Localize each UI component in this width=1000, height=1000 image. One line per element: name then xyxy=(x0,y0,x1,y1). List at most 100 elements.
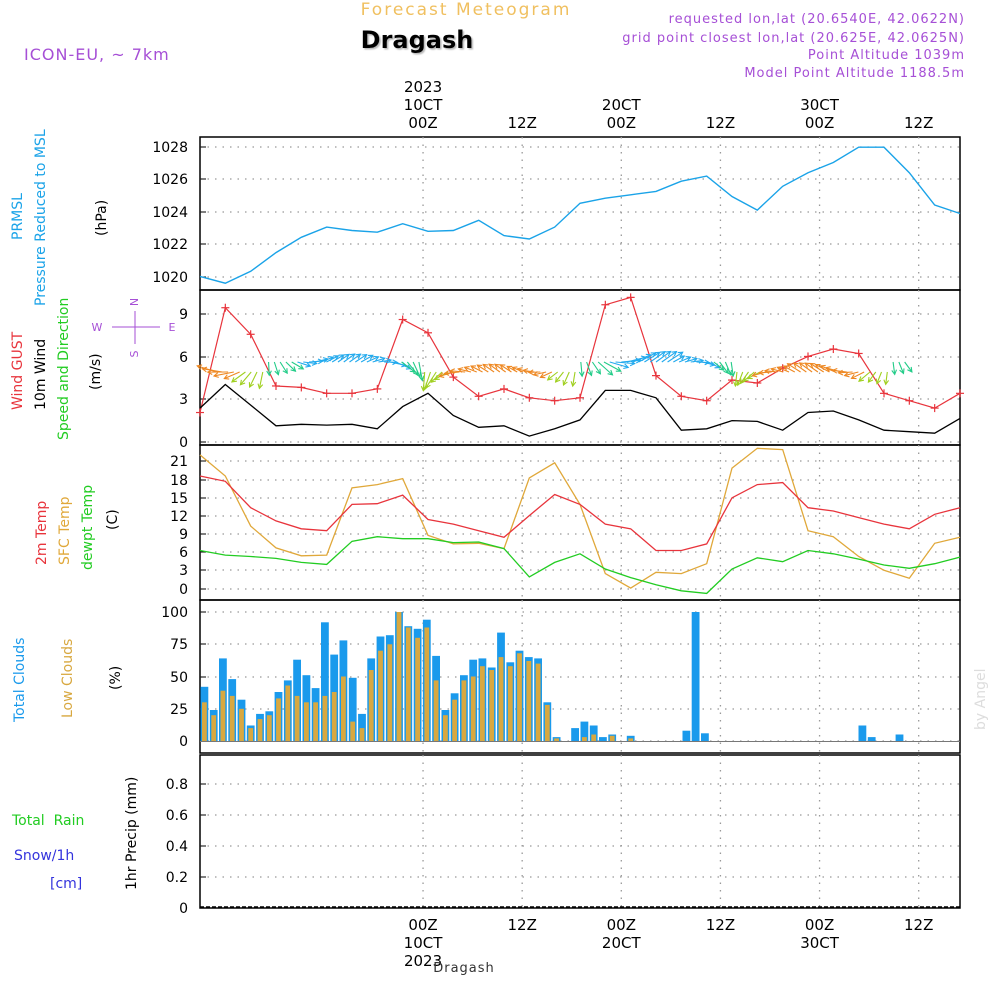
wind-direction-arrow xyxy=(586,361,592,376)
wind-direction-arrow xyxy=(684,358,698,363)
wind-direction-arrow xyxy=(464,366,477,373)
wind-direction-arrowhead xyxy=(449,368,456,374)
wind-direction-arrowhead xyxy=(562,379,568,387)
wind-direction-arrow xyxy=(580,361,583,377)
total-clouds-bar xyxy=(358,713,366,741)
wind-direction-arrow xyxy=(591,361,601,375)
wind-direction-arrowhead xyxy=(809,362,816,369)
low-clouds-bar xyxy=(359,728,365,741)
low-clouds-bar xyxy=(415,637,420,741)
low-clouds-bar xyxy=(257,719,263,741)
wind-direction-arrowhead xyxy=(623,363,630,370)
bottom-time-label: 00Z xyxy=(408,916,437,934)
wind-direction-arrowhead xyxy=(443,370,450,376)
wind-direction-arrow xyxy=(707,361,720,369)
pressure-tick-label: 1028 xyxy=(152,140,188,156)
wind-direction-arrow xyxy=(268,361,270,376)
bottom-time-label: 12Z xyxy=(507,916,536,934)
product-title: Forecast Meteogram xyxy=(361,0,572,20)
wind-direction-arrow xyxy=(488,363,501,373)
low-clouds-bar xyxy=(554,738,559,741)
snow-unit-label: [cm] xyxy=(50,876,82,892)
low-clouds-bar xyxy=(517,653,522,741)
wind-direction-arrowhead xyxy=(837,369,844,376)
wind-direction-arrowhead xyxy=(729,371,736,378)
wind-direction-arrowhead xyxy=(654,351,661,358)
wind-direction-arrowhead xyxy=(824,366,831,372)
wind-direction-arrowhead xyxy=(305,362,312,368)
wind-10m-label: 10m Wind xyxy=(33,339,49,410)
pressure-unit: (hPa) xyxy=(94,200,110,236)
wind-direction-arrow xyxy=(360,354,374,363)
wind-direction-arrow xyxy=(649,351,666,363)
wind-direction-arrowhead xyxy=(333,355,340,361)
low-clouds-bar xyxy=(480,666,485,741)
wind-direction-arrow xyxy=(851,371,865,379)
compass-e: E xyxy=(169,321,176,334)
temp-unit: (C) xyxy=(105,509,121,530)
wind-direction-arrowhead xyxy=(595,368,602,375)
wind-direction-arrow xyxy=(793,362,807,373)
wind-direction-arrowhead xyxy=(488,363,495,369)
wind-direction-arrow xyxy=(603,361,622,372)
wind-direction-arrowhead xyxy=(858,376,865,382)
wind-direction-arrowhead xyxy=(659,351,666,357)
wind-direction-arrowhead xyxy=(430,377,437,383)
wind-direction-arrowhead xyxy=(850,373,857,380)
top-time-label: 00Z xyxy=(805,114,834,132)
total-clouds-bar xyxy=(701,733,709,741)
wind-axis-labels: Wind GUST 10m Wind Speed and Direction (… xyxy=(10,298,176,440)
requested-coords: requested lon,lat (20.6540E, 42.0622N) xyxy=(669,12,965,27)
wind-direction-arrow xyxy=(719,361,729,374)
wind-direction-arrow xyxy=(378,359,392,363)
wind-direction-arrowhead xyxy=(373,355,380,362)
low-clouds-bar xyxy=(507,666,513,741)
wind-direction-arrowhead xyxy=(546,375,553,381)
wind-direction-arrowhead xyxy=(433,374,440,380)
temp-tick-label: 6 xyxy=(179,545,188,561)
bottom-time-label: 20CT xyxy=(602,934,642,952)
wind-direction-arrow xyxy=(690,359,704,363)
wind-direction-arrow xyxy=(320,356,334,363)
low-clouds-bar xyxy=(248,728,254,741)
wind-direction-arrowhead xyxy=(578,371,585,378)
low-clouds-bar xyxy=(239,708,244,742)
total-clouds-bar xyxy=(321,622,329,741)
wind-direction-arrowhead xyxy=(615,366,622,372)
wind-direction-arrow xyxy=(764,370,778,373)
wind-direction-arrowhead xyxy=(196,364,203,370)
low-clouds-bar xyxy=(202,702,207,741)
wind-direction-arrow xyxy=(730,361,734,377)
low-clouds-bar xyxy=(544,704,550,741)
wind-direction-arrow xyxy=(231,371,246,383)
clouds-tick-label: 100 xyxy=(161,605,188,621)
compass-n: N xyxy=(128,298,141,306)
wind-direction-arrowhead xyxy=(786,363,793,369)
low-clouds-label: Low Clouds xyxy=(60,639,76,718)
pressure-msl-label: Pressure Reduced to MSL xyxy=(33,129,49,306)
wind-direction-arrowhead xyxy=(248,382,255,389)
clouds-axis-labels: Total Clouds Low Clouds (%) xyxy=(12,638,124,723)
model-label: ICON-EU, ~ 7km xyxy=(24,45,170,64)
wind-direction-arrow xyxy=(512,366,524,373)
low-clouds-bar xyxy=(489,670,495,741)
wind-direction-arrow xyxy=(638,352,656,363)
wind-direction-arrowhead xyxy=(891,369,898,376)
low-clouds-bar xyxy=(609,735,615,741)
wind-direction-arrow xyxy=(285,361,296,372)
low-clouds-bar xyxy=(387,644,393,742)
wind-direction-arrow xyxy=(476,364,489,373)
model-altitude: Model Point Altitude 1188.5m xyxy=(744,66,965,81)
wind-direction-arrow xyxy=(444,371,460,375)
wind-direction-arrow xyxy=(667,351,683,363)
bottom-time-label: 00Z xyxy=(607,916,636,934)
wind-direction-arrow xyxy=(810,363,824,373)
wind-direction-arrow xyxy=(547,371,559,381)
clouds-tick-label: 0 xyxy=(179,734,188,750)
wind-direction-arrow xyxy=(533,371,547,376)
total-clouds-bar xyxy=(348,677,357,741)
low-clouds-bar xyxy=(378,650,383,741)
low-clouds-bar xyxy=(628,738,634,741)
